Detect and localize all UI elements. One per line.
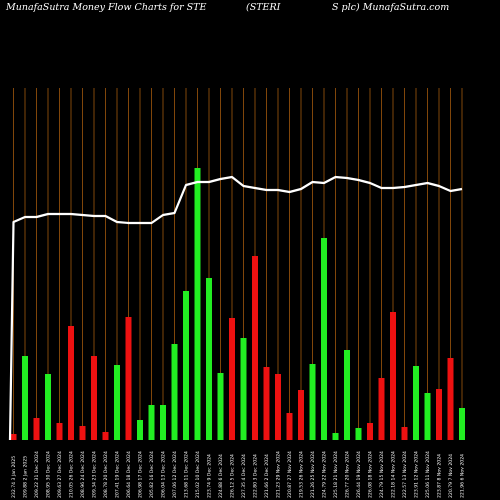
x-tick-label: 220.79 7 Nov 2024 [448, 454, 454, 498]
x-tick-label: 220.87 27 Nov 2024 [287, 451, 293, 498]
x-tick-label: 223.91 12 Nov 2024 [414, 451, 420, 498]
x-tick-label: 215.02 10 Dec 2024 [195, 451, 201, 498]
money-flow-bar [206, 278, 212, 440]
x-tick-label: 210.05 26 Dec 2024 [69, 451, 75, 498]
money-flow-bar [459, 408, 465, 440]
x-tick-label: 221.96 6 Nov 2024 [460, 454, 466, 498]
money-flow-bar [286, 413, 293, 440]
money-flow-bar [252, 256, 258, 440]
x-tick-label: 222.18 14 Nov 2024 [391, 451, 397, 498]
x-tick-label: 208.78 20 Dec 2024 [103, 451, 109, 498]
money-flow-bar [125, 317, 132, 440]
x-tick-label: 207.06 12 Dec 2024 [172, 451, 178, 498]
money-flow-bar [160, 405, 166, 440]
x-tick-label: 227.35 4 Dec 2024 [241, 454, 247, 498]
money-flow-bars [10, 168, 465, 440]
money-flow-bar [401, 427, 408, 440]
money-flow-bar [137, 420, 143, 440]
x-tick-label: 206.98 17 Dec 2024 [138, 451, 144, 498]
money-flow-bar [171, 344, 178, 440]
x-tick-label: 205.82 16 Dec 2024 [149, 451, 155, 498]
x-tick-label: 219.53 26 Nov 2024 [299, 451, 305, 498]
x-tick-label: 224.88 6 Dec 2024 [218, 454, 224, 498]
money-flow-bar [413, 366, 419, 440]
money-flow-bar [114, 365, 120, 440]
x-tick-label: 224.79 22 Nov 2024 [322, 451, 328, 498]
x-tick-label: 206.04 13 Dec 2024 [161, 451, 167, 498]
money-flow-bar [321, 238, 327, 440]
x-tick-label: 206.64 18 Dec 2024 [126, 451, 132, 498]
money-flow-bar [102, 432, 109, 440]
money-flow-bar [148, 405, 155, 440]
money-flow-bar [355, 428, 362, 440]
money-flow-bar [56, 423, 63, 440]
chart-title-middle: (STERI [246, 2, 281, 13]
x-tick-label: 221.66 2 Dec 2024 [264, 454, 270, 498]
x-tick-label: 222.80 3 Dec 2024 [253, 454, 259, 498]
money-flow-bar [378, 378, 385, 440]
money-flow-bar [309, 364, 316, 440]
money-flow-bar [194, 168, 201, 440]
x-tick-label: 232.74 3 Jan 2025 [11, 456, 17, 498]
money-flow-bar [45, 374, 51, 440]
x-tick-label: 226.44 19 Nov 2024 [356, 451, 362, 498]
money-flow-bar [22, 356, 28, 440]
money-flow-bar [217, 373, 224, 440]
x-tick-label: 209.88 2 Jan 2025 [23, 456, 29, 498]
x-tick-label: 223.74 9 Dec 2024 [207, 454, 213, 498]
money-flow-bar [447, 358, 454, 440]
money-flow-bar [229, 318, 235, 440]
money-flow-bar [436, 389, 442, 440]
x-tick-label: 225.18 21 Nov 2024 [333, 451, 339, 498]
x-tick-label: 209.22 31 Dec 2024 [34, 451, 40, 498]
x-tick-label: 221.26 25 Nov 2024 [310, 451, 316, 498]
money-flow-bar [332, 433, 339, 440]
x-tick-label: 226.12 5 Dec 2024 [230, 454, 236, 498]
price-line [8, 175, 463, 441]
money-flow-bar [390, 312, 396, 440]
x-tick-label: 208.95 30 Dec 2024 [46, 451, 52, 498]
chart-title-right: S plc) MunafaSutra.com [332, 2, 450, 13]
money-flow-bar [298, 390, 304, 440]
money-flow-bar [275, 374, 281, 440]
chart-title-left: MunafaSutra Money Flow Charts for STE [6, 2, 207, 13]
money-flow-bar [367, 423, 373, 440]
money-flow-bar [344, 350, 350, 440]
x-tick-label: 209.63 27 Dec 2024 [57, 451, 63, 498]
x-tick-label: 226.77 20 Nov 2024 [345, 451, 351, 498]
x-tick-label: 226.08 18 Nov 2024 [368, 451, 374, 498]
x-tick-label: 213.68 11 Dec 2024 [184, 451, 190, 498]
money-flow-bar [91, 356, 97, 440]
x-tick-label: 209.34 23 Dec 2024 [92, 451, 98, 498]
money-flow-bar [68, 326, 74, 440]
x-axis-labels: 232.74 3 Jan 2025 209.88 2 Jan 2025 209.22… [11, 451, 466, 498]
x-tick-label: 221.23 29 Nov 2024 [276, 451, 282, 498]
money-flow-bar [10, 434, 17, 440]
money-flow-bar [79, 426, 86, 440]
price-line-group [8, 175, 463, 441]
money-flow-bar [424, 393, 431, 440]
money-flow-bar [240, 338, 247, 440]
money-flow-bar [263, 367, 270, 440]
x-tick-label: 208.96 24 Dec 2024 [80, 451, 86, 498]
money-flow-bar [33, 418, 40, 440]
x-tick-label: 223.87 8 Nov 2024 [437, 454, 443, 498]
x-tick-label: 207.41 19 Dec 2024 [115, 451, 121, 498]
x-tick-label: 222.57 13 Nov 2024 [402, 451, 408, 498]
x-tick-label: 225.06 11 Nov 2024 [425, 451, 431, 498]
x-tick-label: 224.79 15 Nov 2024 [379, 451, 385, 498]
money-flow-bar [183, 291, 189, 440]
